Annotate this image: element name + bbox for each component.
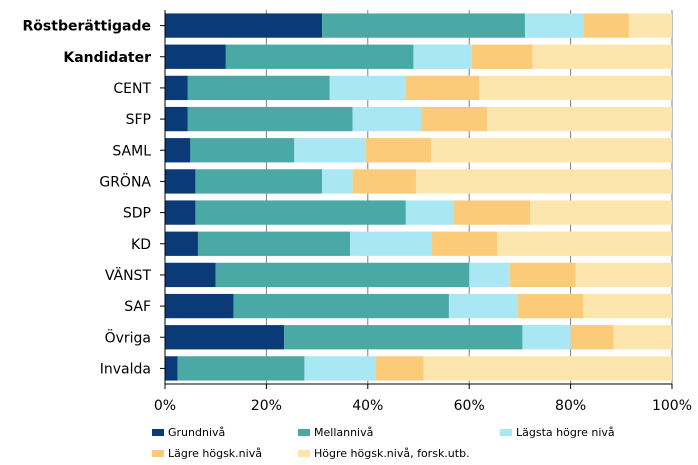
- bar-segment-3: [304, 356, 376, 381]
- category-label: SFP: [126, 112, 151, 128]
- x-tick-labels: 0% 20% 40% 60% 80% 100%: [154, 398, 692, 414]
- bar-segment-3: [522, 325, 571, 350]
- bar-segment-1: [165, 13, 323, 38]
- bar-segment-3: [322, 169, 353, 194]
- bar-segment-1: [165, 44, 226, 69]
- bar-segment-1: [165, 356, 178, 381]
- bar-segment-4: [509, 262, 576, 288]
- category-label: CENT: [113, 81, 151, 97]
- category-label: VÄNST: [105, 266, 152, 284]
- legend-label: Högre högsk.nivå, forsk.utb.: [314, 447, 470, 460]
- bar-segment-1: [165, 75, 188, 101]
- legend-swatch: [152, 450, 164, 457]
- category-label: Övriga: [105, 328, 151, 346]
- bar-segment-2: [225, 44, 414, 69]
- bar-segment-2: [322, 13, 525, 38]
- bar-segment-2: [177, 356, 305, 381]
- x-tick-label: 20%: [251, 398, 282, 414]
- category-label: Röstberättigade: [23, 19, 151, 35]
- legend-label: Lägsta högre nivå: [516, 426, 615, 439]
- bar-segment-4: [352, 169, 416, 194]
- plot-area: [165, 10, 672, 384]
- bar-segment-5: [415, 169, 672, 194]
- category-label: Invalda: [100, 361, 151, 377]
- category-label: Kandidater: [63, 50, 151, 66]
- bar-segment-4: [421, 106, 487, 132]
- bar-segment-5: [497, 231, 672, 256]
- bar-segment-3: [329, 75, 406, 101]
- bar-segment-2: [195, 200, 406, 225]
- legend-swatch: [152, 429, 164, 436]
- bar-segment-1: [165, 106, 188, 132]
- x-tick-label: 80%: [555, 398, 586, 414]
- x-tick-label: 40%: [352, 398, 383, 414]
- legend-swatch: [298, 450, 310, 457]
- bar-segment-1: [165, 325, 285, 350]
- bar-segment-3: [413, 44, 472, 69]
- x-tick-label: 60%: [454, 398, 485, 414]
- bar-segment-2: [197, 231, 351, 256]
- bar-segment-4: [431, 231, 498, 256]
- legend-label: Grundnivå: [168, 426, 225, 439]
- bar-segment-5: [423, 356, 672, 381]
- bar-segment-4: [471, 44, 533, 69]
- bar-segment-1: [165, 231, 198, 256]
- bar-segment-1: [165, 169, 196, 194]
- gridlines: [265, 10, 673, 384]
- bar-segment-3: [469, 262, 510, 288]
- bar-segment-3: [352, 106, 422, 132]
- bar-segment-4: [453, 200, 531, 225]
- bar-segment-2: [190, 138, 295, 163]
- bar-segment-5: [479, 75, 672, 101]
- bar-segment-2: [284, 325, 523, 350]
- bar-segment-3: [524, 13, 584, 38]
- bar-segment-4: [405, 75, 480, 101]
- legend-label: Mellannivå: [314, 426, 373, 439]
- bar-segment-2: [195, 169, 323, 194]
- legend-label: Lägre högsk.nivå: [168, 447, 262, 460]
- bar-segment-5: [628, 13, 672, 38]
- bar-segment-2: [233, 293, 449, 319]
- bar-segment-5: [575, 262, 672, 288]
- bar-segment-1: [165, 293, 234, 319]
- bar-segment-4: [517, 293, 584, 319]
- bar-segment-5: [583, 293, 672, 319]
- bar-segment-3: [294, 138, 366, 163]
- bar-segment-5: [486, 106, 672, 132]
- bar-segment-3: [405, 200, 454, 225]
- bar-segment-5: [532, 44, 672, 69]
- bars: [165, 13, 672, 381]
- bar-segment-2: [187, 106, 353, 132]
- bar-segment-1: [165, 200, 196, 225]
- legend: Grundnivå Mellannivå Lägsta högre nivå Lägr…: [152, 426, 615, 460]
- bar-segment-4: [570, 325, 614, 350]
- bar-segment-2: [215, 262, 470, 288]
- bar-segment-1: [165, 138, 191, 163]
- x-tick-label: 100%: [652, 398, 692, 414]
- bar-segment-3: [350, 231, 432, 256]
- legend-swatch: [298, 429, 310, 436]
- bar-segment-3: [448, 293, 518, 319]
- category-label: SAF: [124, 299, 151, 315]
- bar-segment-2: [187, 75, 330, 101]
- axes: [160, 10, 673, 389]
- category-label: SAML: [112, 143, 151, 159]
- category-labels: Röstberättigade Kandidater CENT SFP SAML GRÖN…: [23, 19, 152, 378]
- bar-segment-4: [375, 356, 424, 381]
- bar-segment-4: [365, 138, 432, 163]
- category-label: SDP: [123, 206, 151, 222]
- x-tick-label: 0%: [154, 398, 176, 414]
- bar-segment-5: [530, 200, 672, 225]
- bar-segment-5: [613, 325, 672, 350]
- category-label: KD: [131, 237, 151, 253]
- bar-segment-4: [583, 13, 629, 38]
- bar-segment-5: [431, 138, 672, 163]
- bar-segment-1: [165, 262, 216, 288]
- category-label: GRÖNA: [99, 172, 151, 190]
- legend-swatch: [500, 429, 512, 436]
